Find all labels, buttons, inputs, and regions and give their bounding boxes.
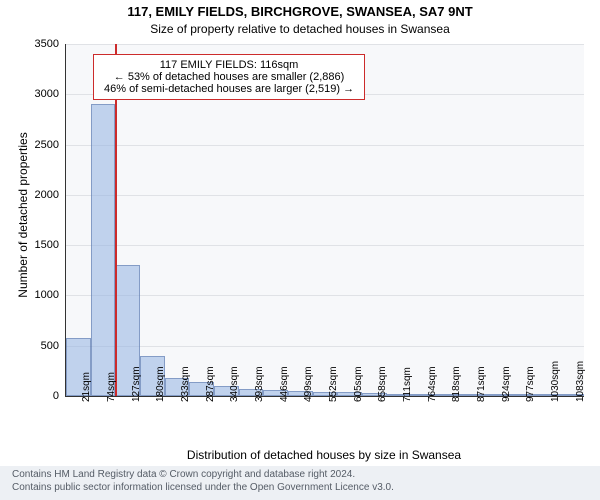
chart-title: 117, EMILY FIELDS, BIRCHGROVE, SWANSEA, … [0, 4, 600, 19]
x-tick-label: 658sqm [377, 366, 388, 402]
x-tick-label: 21sqm [81, 372, 92, 402]
x-tick-label: 711sqm [402, 367, 413, 402]
x-tick-label: 499sqm [303, 366, 314, 402]
x-tick-label: 924sqm [501, 366, 512, 402]
chart-container: { "title": "117, EMILY FIELDS, BIRCHGROV… [0, 0, 600, 500]
x-tick-label: 74sqm [106, 372, 117, 402]
info-line-1: 117 EMILY FIELDS: 116sqm [104, 59, 354, 71]
x-tick-label: 1030sqm [550, 361, 561, 402]
x-tick-label: 818sqm [451, 366, 462, 402]
y-tick-label: 3000 [23, 88, 59, 100]
y-tick-label: 3500 [23, 38, 59, 50]
y-tick-label: 1000 [23, 289, 59, 301]
x-tick-label: 1083sqm [575, 361, 586, 402]
x-tick-label: 446sqm [279, 366, 290, 402]
x-tick-label: 127sqm [131, 366, 142, 402]
x-tick-label: 552sqm [328, 366, 339, 402]
footer-line-1: Contains HM Land Registry data © Crown c… [12, 469, 588, 482]
x-tick-label: 605sqm [353, 366, 364, 402]
gridline [66, 195, 584, 196]
info-box: 117 EMILY FIELDS: 116sqm ← 53% of detach… [93, 54, 365, 100]
x-tick-label: 180sqm [155, 366, 166, 402]
x-tick-label: 764sqm [427, 366, 438, 402]
gridline [66, 346, 584, 347]
x-axis-title: Distribution of detached houses by size … [65, 448, 583, 462]
footer: Contains HM Land Registry data © Crown c… [0, 469, 600, 494]
gridline [66, 245, 584, 246]
footer-line-2: Contains public sector information licen… [12, 482, 588, 495]
chart-subtitle: Size of property relative to detached ho… [0, 22, 600, 36]
x-tick-label: 977sqm [525, 366, 536, 402]
y-tick-label: 1500 [23, 239, 59, 251]
y-tick-label: 2500 [23, 139, 59, 151]
y-tick-label: 0 [23, 390, 59, 402]
x-tick-label: 340sqm [229, 366, 240, 402]
x-tick-label: 233sqm [180, 366, 191, 402]
y-tick-label: 500 [23, 340, 59, 352]
y-tick-label: 2000 [23, 189, 59, 201]
x-tick-label: 393sqm [254, 366, 265, 402]
info-line-3: 46% of semi-detached houses are larger (… [104, 83, 354, 95]
info-line-2: ← 53% of detached houses are smaller (2,… [104, 71, 354, 83]
x-tick-label: 287sqm [205, 366, 216, 402]
x-tick-label: 871sqm [476, 366, 487, 402]
histogram-bar [91, 104, 116, 396]
gridline [66, 145, 584, 146]
gridline [66, 295, 584, 296]
gridline [66, 44, 584, 45]
